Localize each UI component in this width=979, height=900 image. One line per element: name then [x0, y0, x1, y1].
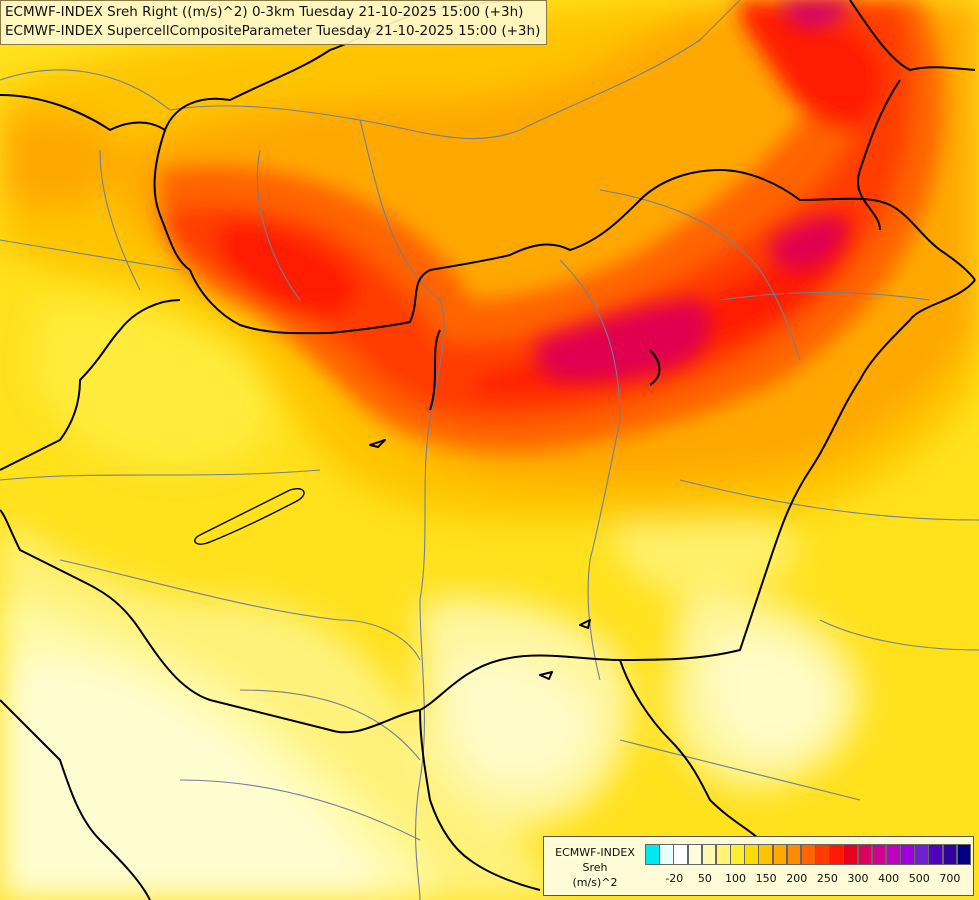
legend-swatch [772, 844, 788, 865]
legend-swatch [744, 844, 759, 865]
legend-swatch [843, 844, 859, 865]
legend-swatch [786, 844, 802, 865]
legend-caption: ECMWF-INDEX Sreh (m/s)^2 [547, 845, 643, 890]
field-peak-values [535, 0, 850, 382]
legend-tick-label: 500 [908, 872, 930, 885]
legend-color-scale: -20 50 100 150 200 250 300 400 500 700 [645, 844, 972, 888]
legend-swatch [829, 844, 844, 865]
legend-tick-label: 250 [816, 872, 838, 885]
legend-swatch [715, 844, 731, 865]
legend-tick-label: 400 [878, 872, 900, 885]
legend-tick-label: 300 [847, 872, 869, 885]
legend-swatch [659, 844, 674, 865]
legend-swatch [871, 844, 887, 865]
legend-tick-label: -20 [665, 872, 684, 885]
map-title-box: ECMWF-INDEX Sreh Right ((m/s)^2) 0-3km T… [0, 0, 548, 45]
legend-swatch [885, 844, 901, 865]
legend-source: ECMWF-INDEX [555, 846, 635, 859]
legend-tick-label: 50 [697, 872, 712, 885]
legend-variable: Sreh [582, 861, 608, 874]
legend-swatch [645, 844, 660, 865]
legend-swatch [900, 844, 915, 865]
legend-swatch [687, 844, 703, 865]
lake-balaton [194, 488, 305, 545]
legend-swatch [701, 844, 717, 865]
legend-swatch [857, 844, 873, 865]
legend-swatch [956, 844, 972, 865]
map-title-line-1: ECMWF-INDEX Sreh Right ((m/s)^2) 0-3km T… [5, 4, 524, 20]
legend-swatch [928, 844, 944, 865]
legend-swatch [914, 844, 929, 865]
field-low-values [0, 300, 862, 900]
legend-unit: (m/s)^2 [572, 876, 618, 889]
legend-swatch [800, 844, 816, 865]
legend-swatch [673, 844, 689, 865]
legend-tick-label: 100 [725, 872, 747, 885]
color-legend: ECMWF-INDEX Sreh (m/s)^2 -20 50 100 150 200 2… [543, 836, 974, 896]
map-title-line-2: ECMWF-INDEX SupercellCompositeParameter … [5, 23, 541, 39]
legend-swatch [942, 844, 958, 865]
legend-swatch [730, 844, 745, 865]
legend-tick-label: 200 [786, 872, 808, 885]
legend-swatch [758, 844, 774, 865]
legend-swatch [815, 844, 830, 865]
legend-tick-label: 700 [939, 872, 961, 885]
legend-tick-label: 150 [755, 872, 777, 885]
